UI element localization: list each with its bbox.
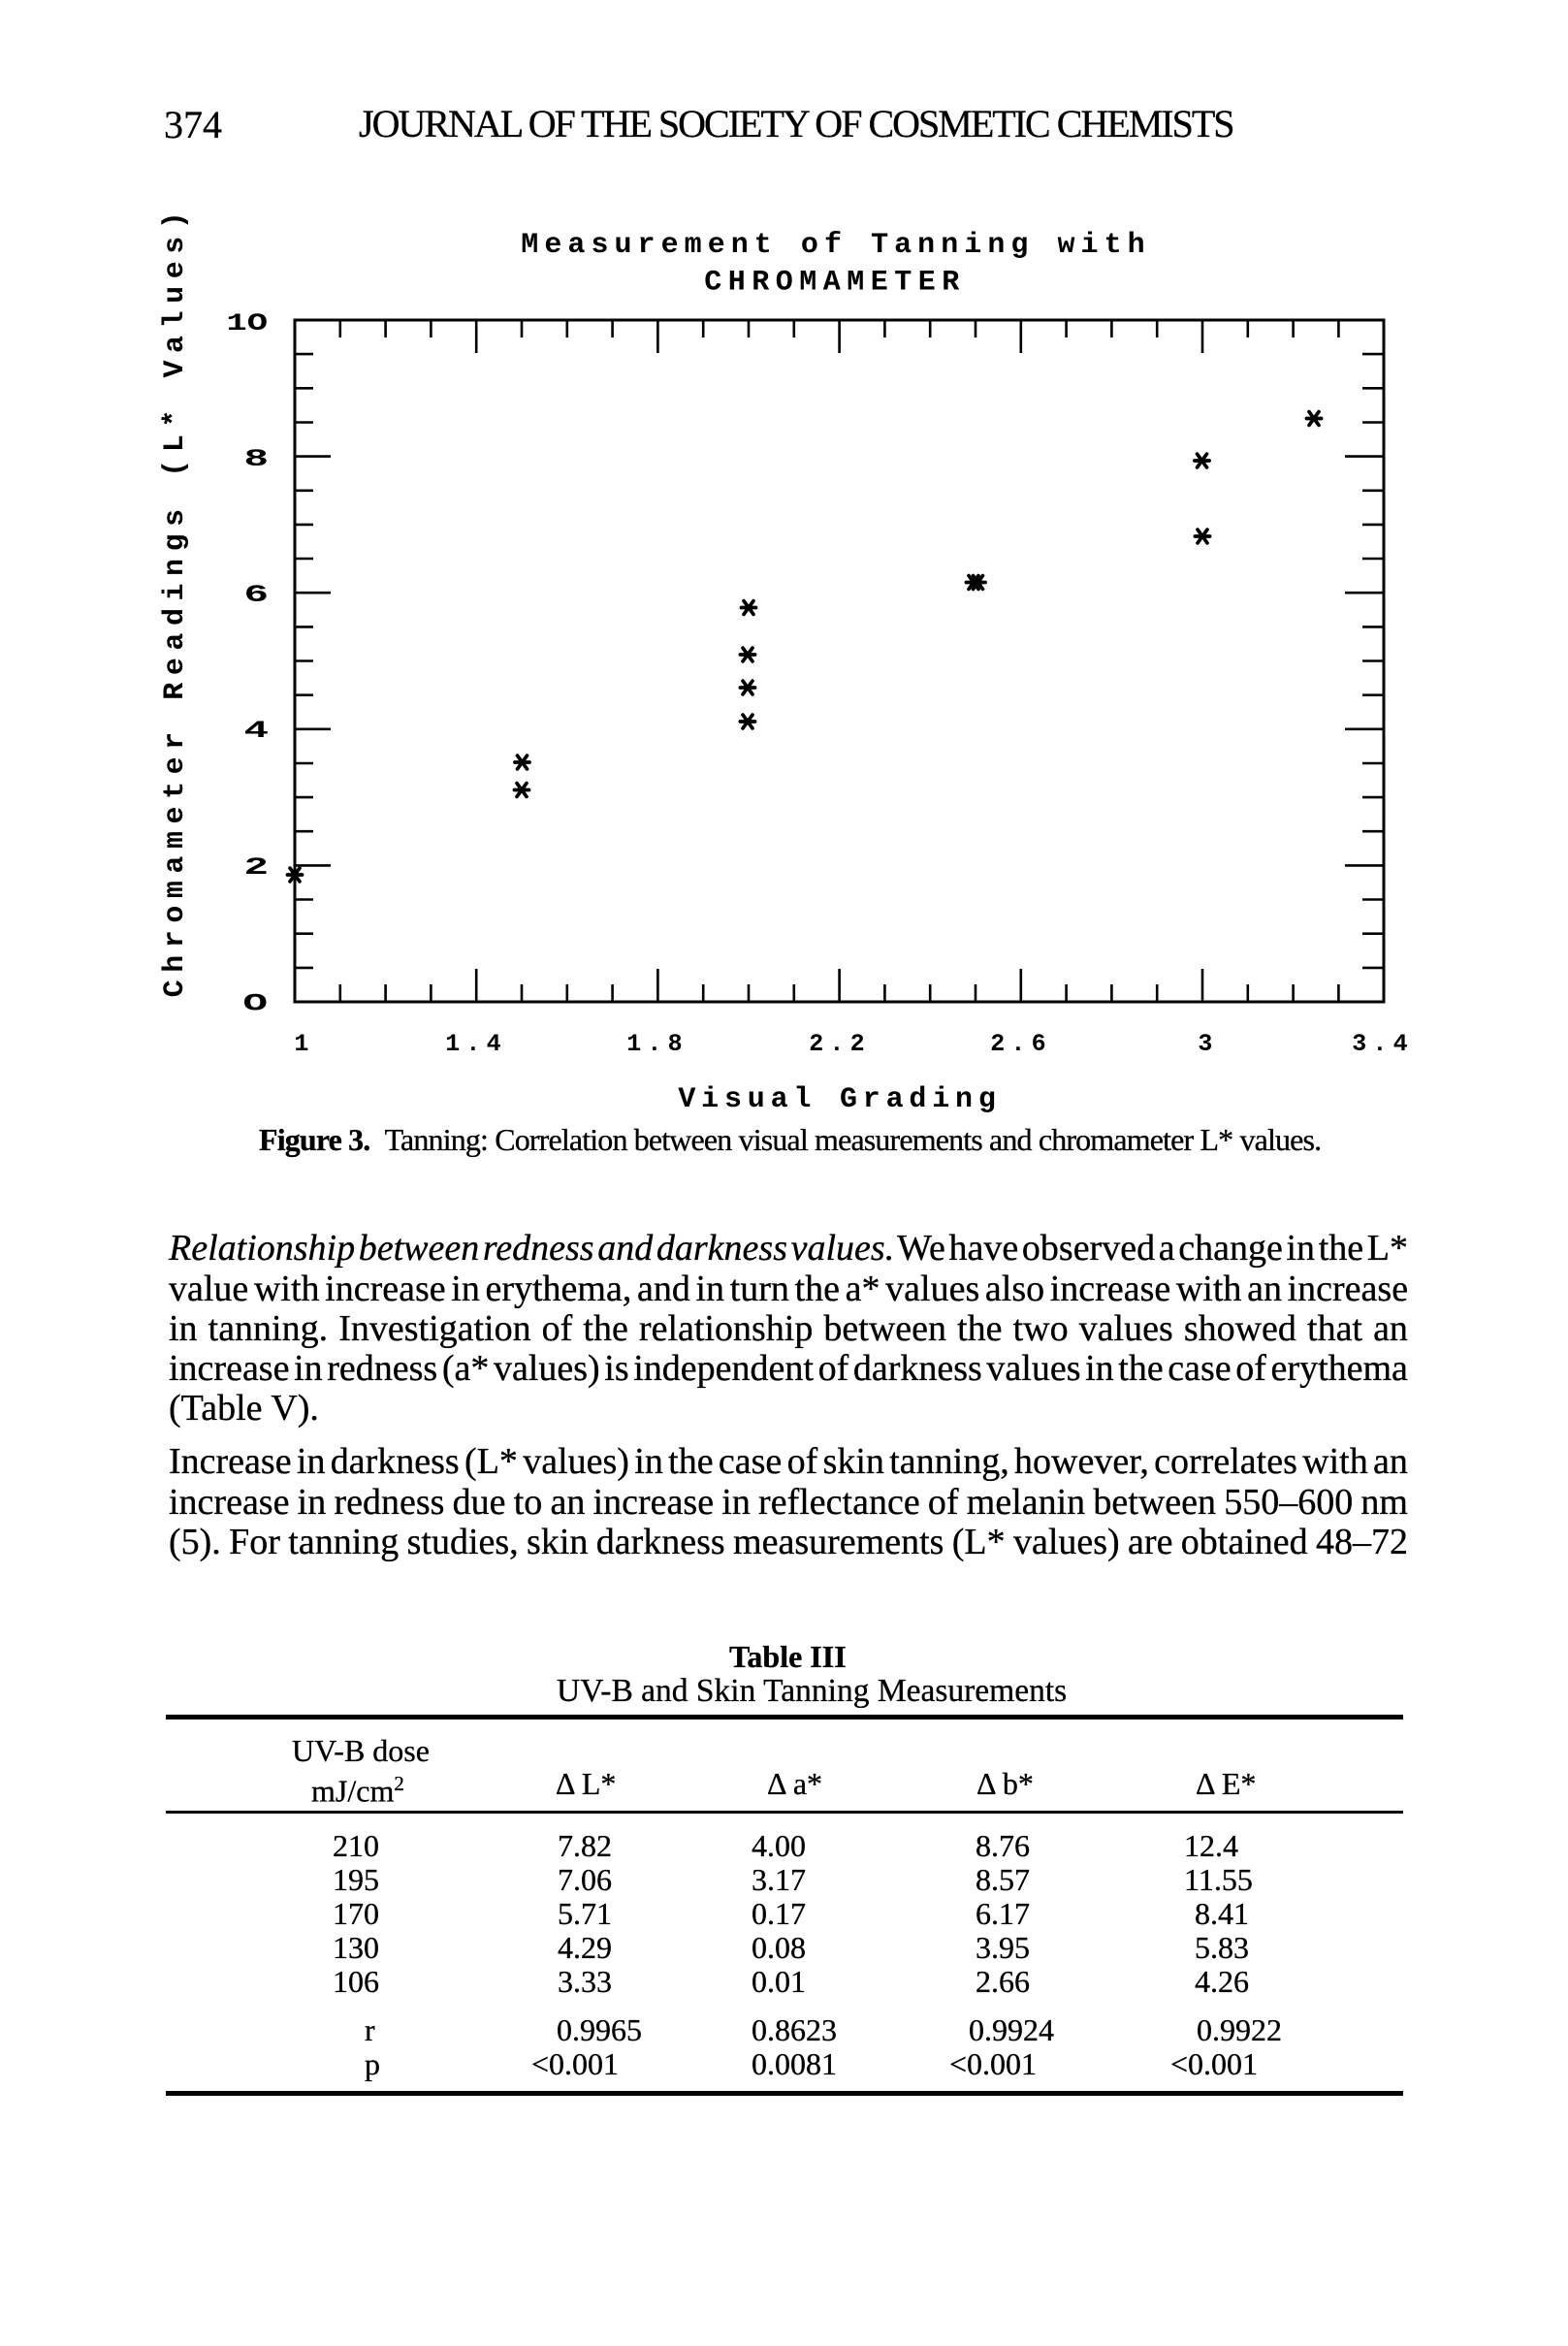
svg-text:1O: 1O [226,310,268,337]
svg-text:Chromameter Readings (L* Value: Chromameter Readings (L* Values) [159,205,192,998]
svg-text:6: 6 [243,582,269,609]
svg-text:2.2: 2.2 [809,1030,871,1058]
svg-text:Measurement of Tanning with: Measurement of Tanning with [521,229,1150,262]
svg-text:O: O [242,990,268,1017]
svg-text:8: 8 [243,446,269,473]
svg-text:1: 1 [294,1030,314,1058]
svg-text:4: 4 [243,718,269,745]
svg-text:3: 3 [1198,1030,1218,1058]
svg-text:CHROMAMETER: CHROMAMETER [704,267,966,300]
svg-text:2: 2 [243,854,269,882]
svg-text:2.6: 2.6 [990,1030,1052,1058]
svg-text:1.8: 1.8 [626,1030,688,1058]
svg-text:1.4: 1.4 [445,1030,507,1058]
svg-text:3.4: 3.4 [1352,1030,1414,1058]
svg-text:Visual Grading: Visual Grading [678,1083,1001,1116]
